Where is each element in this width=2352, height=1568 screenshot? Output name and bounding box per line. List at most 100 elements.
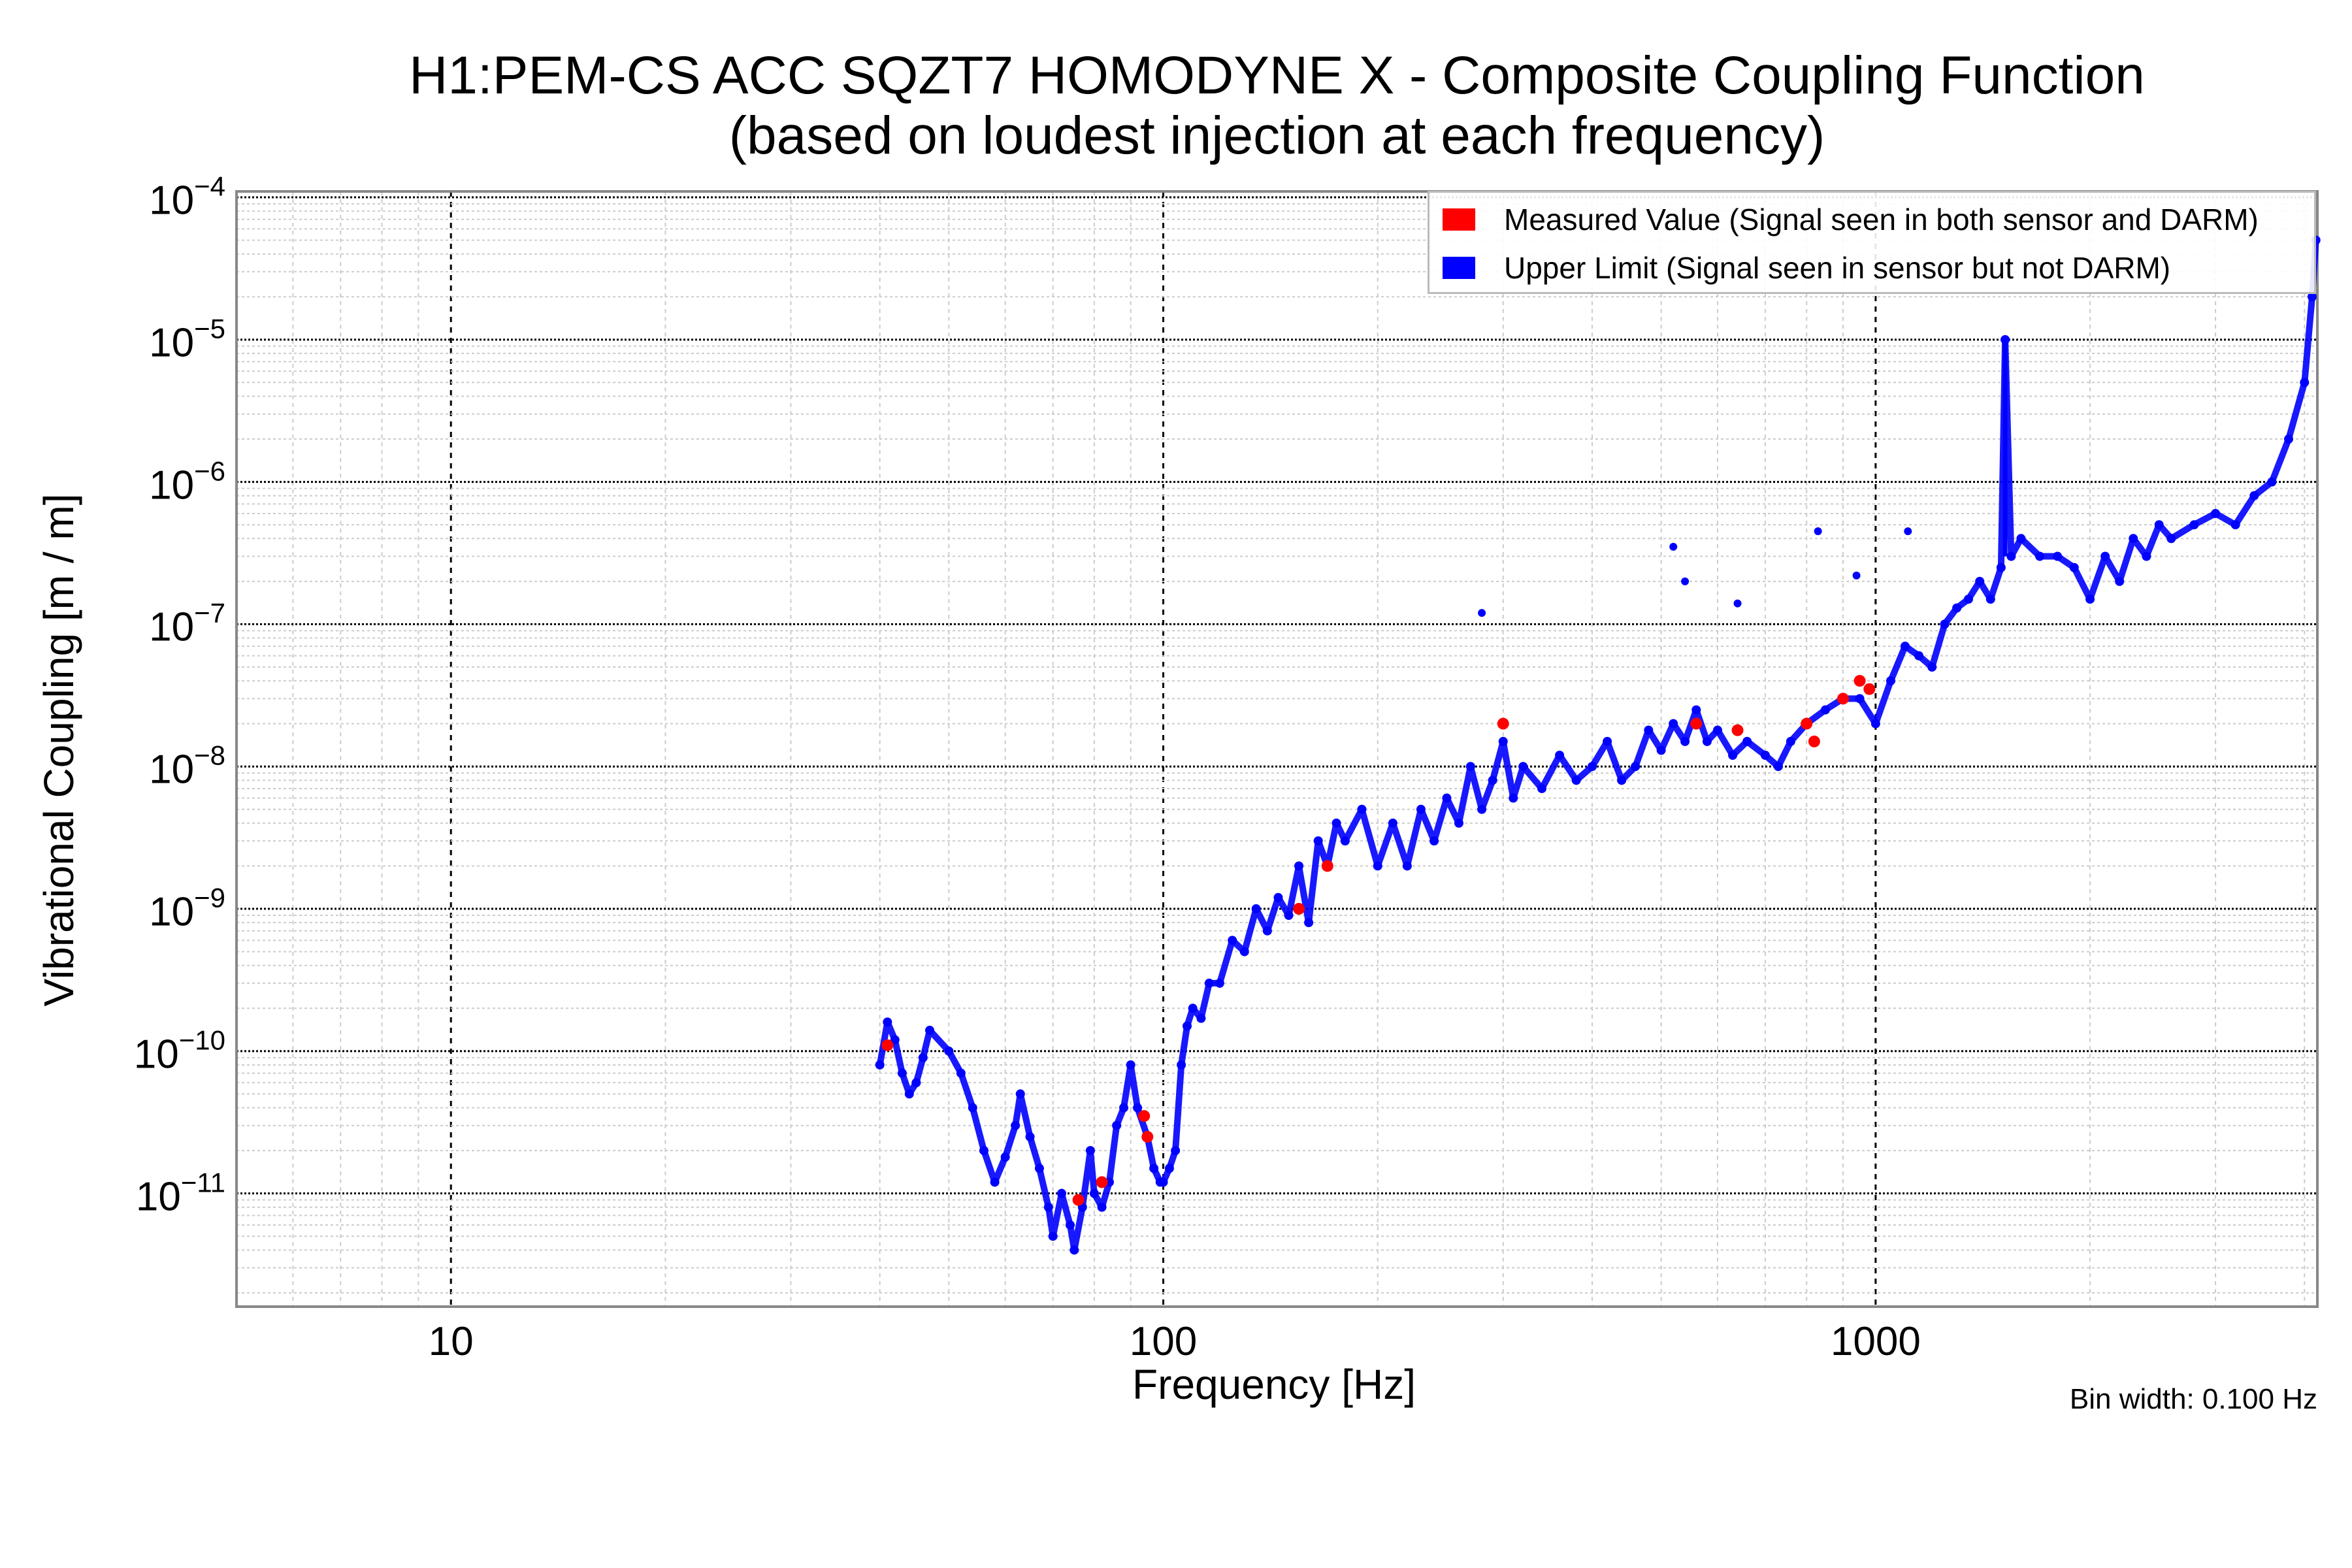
upper-limit-point [2284, 434, 2294, 444]
upper-limit-point [1870, 719, 1880, 728]
upper-limit-point [2230, 520, 2240, 530]
upper-limit-point [1477, 804, 1487, 814]
upper-limit-point [2211, 508, 2221, 518]
upper-limit-point [1228, 936, 1237, 945]
upper-limit-point [1402, 861, 1412, 871]
upper-limit-point [1852, 571, 1861, 580]
title-line: H1:PEM-CS ACC SQZT7 HOMODYNE X - Composi… [409, 46, 2145, 105]
plot-frame [235, 190, 2319, 1308]
upper-limit-point [956, 1068, 966, 1078]
upper-limit-point [2016, 534, 2026, 544]
upper-limit-point [1048, 1232, 1058, 1241]
upper-limit-point [1631, 762, 1641, 772]
upper-limit-point [1089, 1188, 1099, 1198]
upper-limit-point [1215, 978, 1224, 988]
upper-limit-point [1760, 750, 1770, 760]
upper-limit-point [1262, 926, 1272, 936]
measured-point [1497, 717, 1509, 730]
upper-limit-point [1786, 736, 1795, 746]
upper-limit-point [2249, 491, 2259, 500]
upper-limit-point [1855, 694, 1865, 704]
upper-limit-point [1177, 1060, 1186, 1070]
upper-limit-point [1097, 1202, 1107, 1212]
upper-limit-point [979, 1146, 988, 1156]
upper-limit-point [1188, 1004, 1198, 1013]
upper-limit-point [1617, 776, 1627, 785]
upper-limit-point [1702, 736, 1712, 746]
y-axis-label: Vibrational Coupling [m / m] [35, 493, 82, 1007]
upper-limit-point [1085, 1146, 1095, 1156]
upper-limit-point [1164, 1164, 1174, 1173]
upper-limit-point [1669, 719, 1678, 728]
upper-limit-point [1478, 609, 1486, 617]
upper-limit-point [1940, 619, 1950, 629]
upper-limit-point [1294, 861, 1304, 871]
y-tick-label: 10−9 [149, 882, 225, 935]
upper-limit-point [1239, 947, 1249, 956]
x-tick-label: 10 [428, 1319, 474, 1364]
upper-limit-point [918, 1053, 928, 1062]
upper-limit-point [925, 1026, 935, 1036]
upper-limit-point [2006, 551, 2016, 561]
upper-limit-point [1985, 595, 1995, 604]
legend: Measured Value (Signal seen in both sens… [1428, 191, 2316, 294]
upper-limit-point [1975, 576, 1985, 586]
y-tick-label: 10−8 [149, 740, 225, 792]
upper-limit-point [1927, 662, 1937, 672]
legend-item-upper-limit: Upper Limit (Signal seen in sensor but n… [1443, 250, 2170, 286]
upper-limit-point [1555, 750, 1565, 760]
measured-point [881, 1039, 894, 1051]
y-tick-label: 10−11 [135, 1167, 225, 1220]
upper-limit-point [1429, 836, 1439, 846]
upper-limit-point [1820, 705, 1830, 715]
y-tick-label: 10−7 [149, 597, 225, 650]
upper-limit-point [1603, 736, 1612, 746]
upper-limit-point [1034, 1164, 1044, 1173]
upper-limit-point [1680, 736, 1690, 746]
upper-limit-point [944, 1046, 954, 1056]
upper-limit-point [1509, 793, 1518, 803]
upper-limit-point [1011, 1120, 1021, 1130]
upper-limit-point [1571, 776, 1581, 785]
upper-limit-point [1733, 599, 1742, 608]
upper-limit-point [2300, 378, 2310, 387]
upper-limit-point [2069, 563, 2079, 572]
upper-limit-point [1537, 783, 1547, 793]
upper-limit-point [1952, 603, 1962, 613]
x-tick-label: 100 [1129, 1319, 1198, 1364]
upper-limit-point [2115, 576, 2125, 586]
upper-limit-point [1728, 750, 1738, 760]
upper-limit-point [990, 1177, 1000, 1187]
upper-limit-point [968, 1103, 977, 1113]
legend-swatch-red [1443, 208, 1475, 231]
measured-point [1293, 903, 1305, 915]
upper-limit-point [1454, 818, 1463, 828]
upper-limit-point [1996, 563, 2006, 572]
upper-limit-point [1488, 776, 1497, 785]
upper-limit-point [1656, 745, 1666, 755]
upper-limit-point [1000, 1152, 1010, 1162]
legend-item-measured: Measured Value (Signal seen in both sens… [1443, 202, 2259, 237]
measured-point [1141, 1130, 1154, 1143]
upper-limit-point [1712, 725, 1722, 735]
legend-label: Measured Value (Signal seen in both sens… [1504, 203, 2259, 237]
upper-limit-point [1119, 1103, 1129, 1113]
upper-limit-point [1056, 1188, 1066, 1198]
upper-limit-point [1742, 736, 1752, 746]
bin-width-annotation: Bin width: 0.100 Hz [2069, 1383, 2317, 1415]
measured-point [1863, 683, 1876, 695]
legend-label: Upper Limit (Signal seen in sensor but n… [1504, 251, 2171, 285]
upper-limit-point [1313, 836, 1323, 846]
upper-limit-point [1518, 762, 1528, 772]
upper-limit-point [890, 1035, 900, 1045]
upper-limit-point [1416, 804, 1426, 814]
upper-limit-point [1904, 527, 1912, 536]
upper-limit-point [1204, 978, 1214, 988]
upper-limit-point [1196, 1013, 1206, 1023]
upper-limit-point [1158, 1177, 1168, 1187]
upper-limit-point [2035, 551, 2045, 561]
series-trace [876, 240, 2319, 1254]
upper-limit-point [1273, 892, 1283, 902]
upper-limit-point [2154, 520, 2164, 530]
upper-limit-point [897, 1068, 907, 1078]
